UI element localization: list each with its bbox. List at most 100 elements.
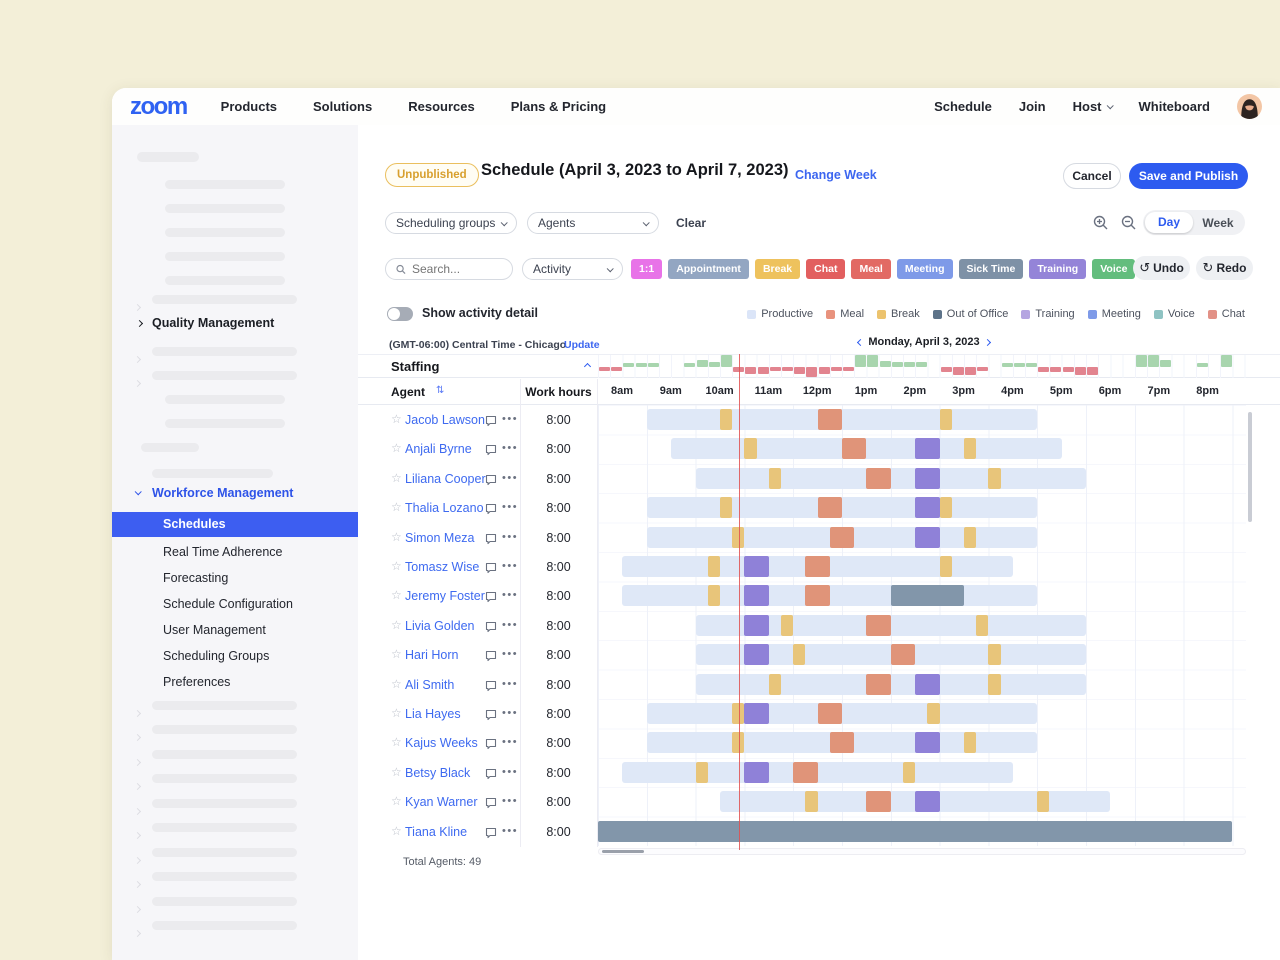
chat-bubble-icon[interactable] xyxy=(485,473,497,491)
break-block[interactable] xyxy=(768,673,781,695)
star-icon[interactable]: ☆ xyxy=(391,764,402,779)
redo-button[interactable]: ↻ Redo xyxy=(1196,256,1253,280)
agent-name-link[interactable]: Jeremy Foster xyxy=(405,589,485,604)
row-menu-button[interactable]: ••• xyxy=(502,530,519,543)
row-menu-button[interactable]: ••• xyxy=(502,501,519,514)
break-block[interactable] xyxy=(781,614,794,636)
nav-join[interactable]: Join xyxy=(1018,99,1046,114)
chat-bubble-icon[interactable] xyxy=(485,532,497,550)
nav-whiteboard[interactable]: Whiteboard xyxy=(1138,99,1211,114)
break-block[interactable] xyxy=(939,497,952,519)
break-block[interactable] xyxy=(927,703,940,724)
horizontal-scrollbar[interactable] xyxy=(598,848,1246,855)
sidebar-item-preferences[interactable]: Preferences xyxy=(163,675,231,689)
training-block[interactable] xyxy=(744,703,769,724)
meal-block[interactable] xyxy=(829,732,855,754)
tab-day[interactable]: Day xyxy=(1145,212,1193,233)
agents-select[interactable]: Agents xyxy=(527,212,659,234)
productive-bar[interactable] xyxy=(646,703,1038,724)
chat-bubble-icon[interactable] xyxy=(485,649,497,667)
chat-bubble-icon[interactable] xyxy=(485,620,497,638)
activity-chip-training[interactable]: Training xyxy=(1029,259,1087,279)
zoom-out-icon[interactable] xyxy=(1121,215,1137,231)
agent-name-link[interactable]: Liliana Cooper xyxy=(405,471,486,486)
agent-name-link[interactable]: Kyan Warner xyxy=(405,795,478,810)
training-block[interactable] xyxy=(744,761,769,783)
sidebar-item-user-management[interactable]: User Management xyxy=(163,623,266,637)
agent-name-link[interactable]: Lia Hayes xyxy=(405,707,461,721)
productive-bar[interactable] xyxy=(646,497,1038,519)
training-block[interactable] xyxy=(915,467,940,489)
chat-bubble-icon[interactable] xyxy=(485,679,497,697)
agent-name-link[interactable]: Kajus Weeks xyxy=(405,736,478,751)
productive-bar[interactable] xyxy=(695,673,1086,695)
break-block[interactable] xyxy=(964,732,977,754)
save-and-publish-button[interactable]: Save and Publish xyxy=(1129,163,1248,189)
sidebar-item-workforce-management[interactable]: Workforce Management xyxy=(152,486,294,500)
agent-name-link[interactable]: Thalia Lozano xyxy=(405,501,484,516)
break-block[interactable] xyxy=(732,703,745,724)
ooo-block[interactable] xyxy=(890,585,964,607)
star-icon[interactable]: ☆ xyxy=(391,676,402,691)
cancel-button[interactable]: Cancel xyxy=(1063,163,1121,189)
agent-name-link[interactable]: Simon Meza xyxy=(405,530,475,545)
nav-host[interactable]: Host xyxy=(1073,99,1114,114)
nav-schedule[interactable]: Schedule xyxy=(934,99,992,114)
star-icon[interactable]: ☆ xyxy=(391,441,402,456)
break-block[interactable] xyxy=(793,644,806,666)
row-menu-button[interactable]: ••• xyxy=(502,413,519,425)
break-block[interactable] xyxy=(939,556,952,577)
activity-chip-break[interactable]: Break xyxy=(754,259,801,279)
chat-bubble-icon[interactable] xyxy=(485,796,497,814)
row-menu-button[interactable]: ••• xyxy=(502,677,519,690)
activity-chip-appointment[interactable]: Appointment xyxy=(668,259,749,279)
training-block[interactable] xyxy=(744,556,769,577)
row-menu-button[interactable]: ••• xyxy=(502,442,519,455)
prev-day-icon[interactable] xyxy=(856,338,865,346)
meal-block[interactable] xyxy=(817,409,842,430)
nav-resources[interactable]: Resources xyxy=(408,99,475,114)
agent-name-link[interactable]: Anjali Byrne xyxy=(405,442,472,457)
zoom-logo[interactable]: zoom xyxy=(130,92,188,120)
break-block[interactable] xyxy=(939,409,952,430)
break-block[interactable] xyxy=(768,467,781,489)
star-icon[interactable]: ☆ xyxy=(391,617,402,632)
activity-chip-1-1[interactable]: 1:1 xyxy=(631,259,663,279)
agent-name-link[interactable]: Tomasz Wise xyxy=(405,560,480,574)
star-icon[interactable]: ☆ xyxy=(391,823,402,838)
break-block[interactable] xyxy=(988,644,1001,666)
activity-chip-chat[interactable]: Chat xyxy=(806,259,846,279)
training-block[interactable] xyxy=(915,438,940,460)
break-block[interactable] xyxy=(732,732,745,754)
timezone-update-link[interactable]: Update xyxy=(564,339,600,351)
break-block[interactable] xyxy=(707,556,720,577)
meal-block[interactable] xyxy=(829,526,855,548)
agent-name-link[interactable]: Hari Horn xyxy=(405,648,459,663)
scheduling-groups-select[interactable]: Scheduling groups xyxy=(385,212,517,234)
training-block[interactable] xyxy=(744,585,769,607)
star-icon[interactable]: ☆ xyxy=(391,470,402,485)
star-icon[interactable]: ☆ xyxy=(391,588,402,603)
meal-block[interactable] xyxy=(817,703,842,724)
meal-block[interactable] xyxy=(793,761,818,783)
chat-bubble-icon[interactable] xyxy=(485,737,497,755)
sidebar-item-schedules[interactable]: Schedules xyxy=(112,512,358,537)
agent-name-link[interactable]: Betsy Black xyxy=(405,765,471,780)
break-block[interactable] xyxy=(964,438,977,460)
productive-bar[interactable] xyxy=(622,585,1038,607)
meal-block[interactable] xyxy=(817,497,842,519)
sidebar-item-scheduling-groups[interactable]: Scheduling Groups xyxy=(163,649,270,663)
meal-block[interactable] xyxy=(805,556,830,577)
vertical-scrollbar[interactable] xyxy=(1248,412,1252,522)
meal-block[interactable] xyxy=(866,791,891,813)
scrollbar-thumb[interactable] xyxy=(602,850,644,853)
agent-name-link[interactable]: Tiana Kline xyxy=(405,824,468,839)
search-input[interactable] xyxy=(412,262,502,276)
chat-bubble-icon[interactable] xyxy=(485,826,497,844)
ooo-block[interactable] xyxy=(598,820,1233,842)
break-block[interactable] xyxy=(720,409,733,430)
training-block[interactable] xyxy=(915,791,940,813)
row-menu-button[interactable]: ••• xyxy=(502,589,519,602)
star-icon[interactable]: ☆ xyxy=(391,412,402,426)
chat-bubble-icon[interactable] xyxy=(485,561,497,579)
